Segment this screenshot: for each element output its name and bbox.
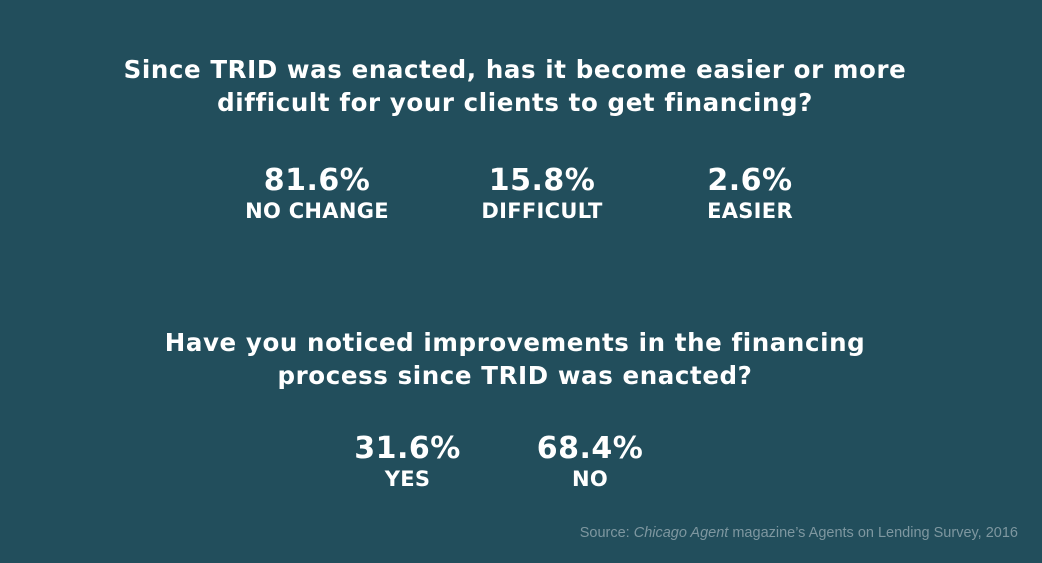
question-2-heading: Have you noticed improvements in the fin… xyxy=(0,326,1030,392)
stat-easier: 2.6% EASIER xyxy=(680,164,820,224)
question-1-line-1: Since TRID was enacted, has it become ea… xyxy=(123,55,907,84)
stat-percent: 81.6% xyxy=(263,163,371,198)
stat-percent: 15.8% xyxy=(488,163,596,198)
question-2-line-2: process since TRID was enacted? xyxy=(277,361,753,390)
stat-label: NO xyxy=(571,467,609,491)
source-citation: Source: Chicago Agent magazine’s Agents … xyxy=(580,525,1018,541)
stat-no: 68.4% NO xyxy=(525,432,655,492)
source-publication: Chicago Agent xyxy=(633,525,729,541)
stat-label: EASIER xyxy=(707,199,793,223)
stat-percent: 2.6% xyxy=(707,163,793,198)
stat-label: YES xyxy=(384,467,431,491)
stat-percent: 68.4% xyxy=(536,431,644,466)
question-1-heading: Since TRID was enacted, has it become ea… xyxy=(0,53,1030,119)
source-suffix: magazine’s Agents on Lending Survey, 201… xyxy=(728,525,1018,541)
question-2-line-1: Have you noticed improvements in the fin… xyxy=(164,328,866,357)
stat-percent: 31.6% xyxy=(354,431,461,466)
stat-yes: 31.6% YES xyxy=(345,432,470,492)
stat-label: DIFFICULT xyxy=(481,199,603,223)
stat-label: NO CHANGE xyxy=(245,199,389,223)
source-prefix: Source: xyxy=(579,525,634,541)
stat-no-change: 81.6% NO CHANGE xyxy=(227,164,407,224)
stat-difficult: 15.8% DIFFICULT xyxy=(462,164,622,224)
question-1-line-2: difficult for your clients to get financ… xyxy=(217,88,813,117)
